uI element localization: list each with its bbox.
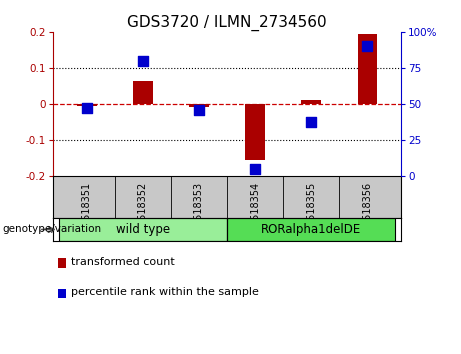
Text: RORalpha1delDE: RORalpha1delDE: [261, 223, 361, 236]
Point: [251, 166, 259, 172]
Text: GSM518352: GSM518352: [138, 182, 148, 241]
Text: genotype/variation: genotype/variation: [2, 224, 101, 234]
Bar: [189, 104, 209, 107]
Bar: [77, 104, 96, 106]
Point: [139, 58, 147, 64]
Text: GSM518353: GSM518353: [194, 182, 204, 241]
Text: GSM518354: GSM518354: [250, 182, 260, 241]
Text: GSM518351: GSM518351: [82, 182, 92, 241]
Point: [83, 105, 90, 111]
Point: [364, 44, 371, 49]
Text: wild type: wild type: [116, 223, 170, 236]
Bar: [133, 81, 153, 104]
Bar: [59, 218, 227, 241]
Text: percentile rank within the sample: percentile rank within the sample: [71, 287, 260, 297]
Bar: [227, 218, 396, 241]
Text: GSM518355: GSM518355: [306, 182, 316, 241]
Text: transformed count: transformed count: [71, 257, 175, 267]
Point: [307, 119, 315, 124]
Text: GSM518356: GSM518356: [362, 182, 372, 241]
Bar: [301, 100, 321, 104]
Title: GDS3720 / ILMN_2734560: GDS3720 / ILMN_2734560: [127, 14, 327, 30]
Bar: [358, 34, 377, 104]
Bar: [245, 104, 265, 160]
Point: [195, 107, 203, 113]
